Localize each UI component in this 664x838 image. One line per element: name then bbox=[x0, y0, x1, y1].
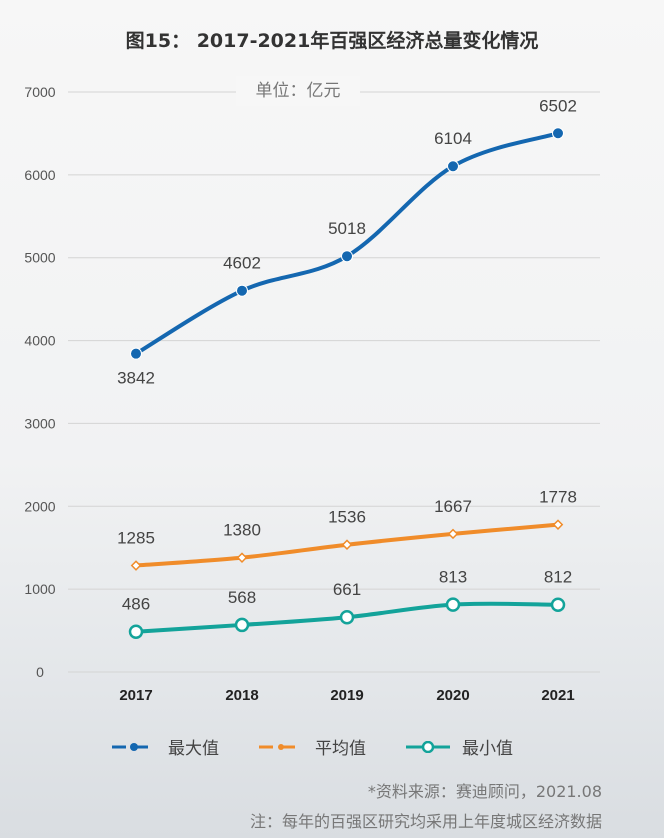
y-tick-label: 4000 bbox=[24, 333, 55, 349]
data-label: 813 bbox=[439, 568, 467, 587]
data-point bbox=[552, 519, 564, 530]
data-label: 1285 bbox=[117, 529, 155, 548]
y-tick-label: 0 bbox=[36, 664, 44, 680]
data-label: 3842 bbox=[117, 369, 155, 388]
data-point bbox=[550, 597, 566, 612]
data-point bbox=[128, 624, 144, 639]
data-point bbox=[552, 127, 564, 140]
x-tick-label: 2021 bbox=[541, 687, 574, 704]
data-label: 4602 bbox=[223, 254, 261, 273]
data-point bbox=[130, 347, 142, 360]
data-label: 661 bbox=[333, 580, 361, 599]
data-point bbox=[339, 609, 355, 625]
legend-item-min[interactable]: 最小值 bbox=[406, 734, 513, 759]
data-label: 1778 bbox=[539, 488, 577, 507]
data-point bbox=[445, 597, 461, 612]
y-tick-label: 2000 bbox=[24, 498, 55, 514]
y-tick-label: 1000 bbox=[24, 581, 55, 597]
x-tick-label: 2019 bbox=[330, 687, 363, 704]
data-point bbox=[341, 250, 353, 263]
legend-label: 平均值 bbox=[315, 739, 366, 759]
chart-title: 图15： 2017-2021年百强区经济总量变化情况 bbox=[125, 30, 539, 52]
x-tick-label: 2018 bbox=[225, 687, 258, 704]
data-label: 5018 bbox=[328, 219, 366, 238]
data-label: 568 bbox=[228, 588, 256, 607]
legend: 最大值 平均值 最小值 bbox=[112, 734, 513, 759]
legend-item-max[interactable]: 最大值 bbox=[112, 734, 219, 759]
data-point bbox=[341, 539, 353, 551]
data-point bbox=[130, 560, 142, 571]
data-label: 1667 bbox=[434, 497, 472, 516]
legend-max-icon bbox=[112, 742, 156, 751]
y-tick-label: 5000 bbox=[24, 250, 55, 266]
data-point bbox=[234, 617, 250, 633]
unit-label: 单位：亿元 bbox=[236, 76, 360, 106]
x-tick-label: 2017 bbox=[119, 687, 152, 704]
y-tick-label: 6000 bbox=[24, 167, 55, 183]
data-point bbox=[447, 528, 459, 540]
series-line-0 bbox=[134, 131, 560, 356]
y-tick-label: 3000 bbox=[24, 415, 55, 431]
data-point bbox=[236, 284, 248, 297]
data-label: 812 bbox=[544, 568, 572, 587]
data-label: 6502 bbox=[539, 96, 577, 115]
x-tick-label: 2020 bbox=[436, 687, 469, 704]
data-label: 1536 bbox=[328, 508, 366, 527]
data-label: 486 bbox=[122, 595, 150, 614]
legend-label: 最大值 bbox=[168, 739, 219, 759]
legend-avg-icon bbox=[259, 743, 303, 750]
legend-item-avg[interactable]: 平均值 bbox=[259, 734, 366, 759]
legend-min-icon bbox=[406, 740, 450, 753]
footnote: 注：每年的百强区研究均采用上年度城区经济数据 bbox=[249, 812, 602, 831]
data-label: 6104 bbox=[434, 129, 472, 148]
source-note: *资料来源：赛迪顾问，2021.08 bbox=[367, 782, 602, 801]
data-point bbox=[447, 160, 459, 173]
data-point bbox=[236, 552, 248, 563]
data-label: 1380 bbox=[223, 521, 261, 540]
y-tick-label: 7000 bbox=[24, 84, 55, 100]
legend-label: 最小值 bbox=[462, 739, 513, 759]
